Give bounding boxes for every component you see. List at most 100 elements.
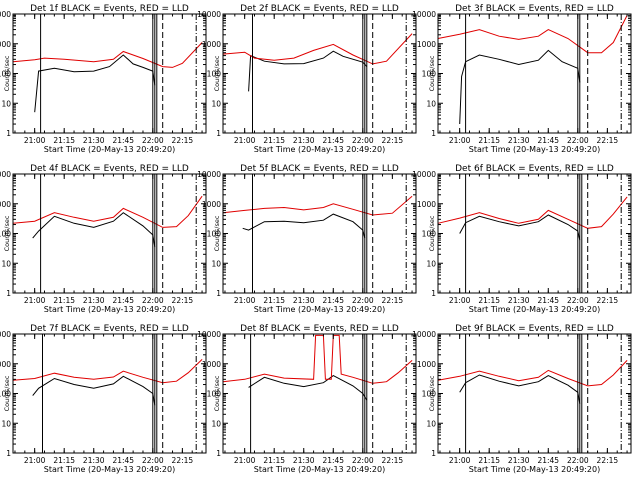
- y-tick-label: 1000: [417, 40, 436, 49]
- detector-panel-1: 1 10 100 1000 10000 21:00 21:15 21:30 21:45 22:00…: [0, 4, 207, 154]
- x-tick-label: 22:00: [142, 296, 164, 305]
- series-line-events: [34, 54, 156, 113]
- x-tick-label: 21:30: [508, 136, 530, 145]
- y-axis-label: Counts/sec: [428, 215, 436, 251]
- y-axis-label: Counts/sec: [3, 215, 11, 251]
- x-tick-label: 21:30: [83, 456, 105, 465]
- x-tick-label: 22:15: [597, 136, 619, 145]
- series-line-events: [459, 374, 581, 404]
- x-tick-label: 22:15: [382, 456, 404, 465]
- plot-frame: [12, 333, 207, 454]
- y-tick-label: 1000: [202, 200, 221, 209]
- x-tick-label: 22:15: [172, 136, 194, 145]
- x-tick-label: 21:30: [293, 456, 315, 465]
- x-axis-label: Start Time (20-May-13 20:49:20): [254, 465, 385, 474]
- detector-panel-6: 1 10 100 1000 10000 21:00 21:15 21:30 21:45 22:00…: [412, 164, 632, 314]
- x-tick-label: 22:15: [382, 136, 404, 145]
- x-tick-label: 21:30: [293, 136, 315, 145]
- plot-frame: [12, 13, 207, 134]
- x-tick-label: 21:00: [24, 296, 46, 305]
- y-tick-label: 1000: [417, 360, 436, 369]
- y-tick-label: 1000: [417, 200, 436, 209]
- y-tick-label: 10: [211, 419, 221, 428]
- x-axis-label: Start Time (20-May-13 20:49:20): [469, 465, 600, 474]
- y-tick-label: 100: [0, 390, 11, 399]
- y-tick-label: 1: [431, 449, 436, 458]
- plot-frame: [222, 13, 417, 134]
- chart-title: Det 6f BLACK = Events, RED = LLD: [455, 164, 614, 174]
- series-line-events: [242, 213, 366, 239]
- plot-frame: [437, 173, 632, 294]
- detector-panel-4: 1 10 100 1000 10000 21:00 21:15 21:30 21:45 22:00…: [0, 164, 207, 314]
- x-tick-label: 21:45: [322, 456, 344, 465]
- x-axis-label: Start Time (20-May-13 20:49:20): [44, 145, 175, 154]
- x-tick-label: 21:00: [24, 456, 46, 465]
- chart-title: Det 5f BLACK = Events, RED = LLD: [240, 164, 399, 174]
- detector-panel-8: 1 10 100 1000 10000 21:00 21:15 21:30 21:45 22:00…: [197, 324, 417, 474]
- series-line-events: [459, 214, 581, 241]
- y-tick-label: 10: [1, 99, 11, 108]
- y-axis-label: Counts/sec: [3, 375, 11, 411]
- y-axis-label: Counts/sec: [428, 55, 436, 91]
- x-tick-label: 21:00: [449, 296, 471, 305]
- x-tick-label: 21:45: [112, 456, 134, 465]
- chart-title: Det 3f BLACK = Events, RED = LLD: [455, 4, 614, 14]
- y-tick-label: 10: [426, 259, 436, 268]
- detector-panel-3: 1 10 100 1000 10000 21:00 21:15 21:30 21:45 22:00…: [412, 4, 632, 154]
- series-line-events: [248, 50, 368, 92]
- chart-title: Det 1f BLACK = Events, RED = LLD: [30, 4, 189, 14]
- detector-panel-9: 1 10 100 1000 10000 21:00 21:15 21:30 21:45 22:00…: [412, 324, 632, 474]
- chart-title: Det 2f BLACK = Events, RED = LLD: [240, 4, 399, 14]
- series-line-lld: [222, 33, 413, 65]
- x-tick-label: 21:30: [293, 296, 315, 305]
- x-axis-label: Start Time (20-May-13 20:49:20): [469, 145, 600, 154]
- y-tick-label: 100: [207, 230, 222, 239]
- x-tick-label: 22:15: [382, 296, 404, 305]
- y-axis-label: Counts/sec: [213, 215, 221, 251]
- y-tick-label: 100: [422, 390, 437, 399]
- y-tick-label: 10000: [197, 330, 221, 339]
- x-tick-label: 21:15: [53, 136, 75, 145]
- y-tick-label: 10000: [0, 330, 11, 339]
- x-tick-label: 21:15: [478, 296, 500, 305]
- series-line-lld: [437, 196, 628, 229]
- x-tick-label: 21:15: [478, 456, 500, 465]
- x-axis-label: Start Time (20-May-13 20:49:20): [254, 145, 385, 154]
- x-tick-label: 21:45: [112, 136, 134, 145]
- x-tick-label: 22:00: [142, 136, 164, 145]
- y-tick-label: 10000: [197, 170, 221, 179]
- x-tick-label: 21:15: [263, 296, 285, 305]
- y-tick-label: 1000: [202, 40, 221, 49]
- x-tick-label: 21:45: [112, 296, 134, 305]
- series-line-lld: [12, 195, 203, 228]
- series-line-lld: [437, 15, 628, 54]
- y-tick-label: 100: [207, 390, 222, 399]
- x-tick-label: 22:15: [172, 456, 194, 465]
- y-axis-label: Counts/sec: [428, 375, 436, 411]
- x-tick-label: 22:00: [142, 456, 164, 465]
- plot-frame: [222, 173, 417, 294]
- y-tick-label: 100: [422, 230, 437, 239]
- x-tick-label: 22:00: [352, 456, 374, 465]
- y-tick-label: 100: [0, 70, 11, 79]
- x-tick-label: 21:30: [508, 296, 530, 305]
- x-tick-label: 21:45: [537, 456, 559, 465]
- x-axis-label: Start Time (20-May-13 20:49:20): [44, 465, 175, 474]
- series-line-events: [32, 375, 156, 406]
- x-tick-label: 21:15: [53, 456, 75, 465]
- y-tick-label: 10000: [412, 330, 436, 339]
- y-axis-label: Counts/sec: [213, 375, 221, 411]
- y-tick-label: 10000: [197, 10, 221, 19]
- y-tick-label: 1: [431, 129, 436, 138]
- x-tick-label: 22:00: [352, 136, 374, 145]
- x-tick-label: 21:00: [24, 136, 46, 145]
- y-tick-label: 1: [6, 129, 11, 138]
- y-tick-label: 1000: [0, 200, 11, 209]
- y-tick-label: 10000: [0, 10, 11, 19]
- x-tick-label: 21:00: [449, 136, 471, 145]
- y-tick-label: 10: [211, 99, 221, 108]
- plot-frame: [12, 173, 207, 294]
- y-tick-label: 1: [431, 289, 436, 298]
- x-tick-label: 21:30: [508, 456, 530, 465]
